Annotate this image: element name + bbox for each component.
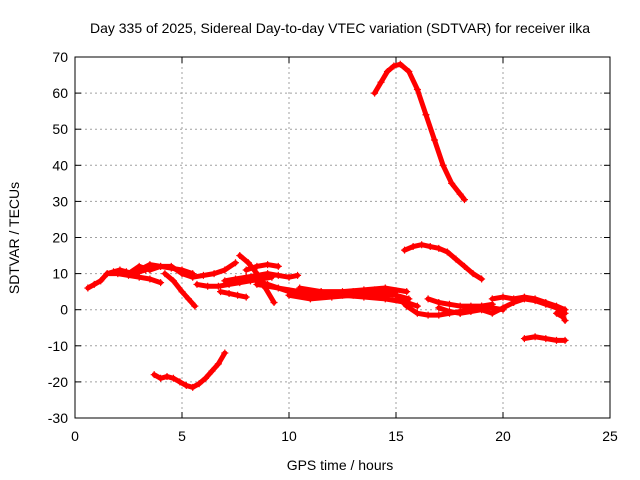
y-tick-label: 30 (52, 193, 68, 209)
series-segment (554, 303, 568, 313)
series-arc-10 (242, 261, 282, 274)
y-tick-label: 50 (52, 121, 68, 137)
data-point (191, 302, 199, 310)
grid (75, 57, 610, 418)
x-tick-label: 15 (388, 428, 404, 444)
series-segment (372, 290, 399, 298)
series-segment (307, 294, 335, 302)
series-segment (393, 292, 410, 309)
plot-border (74, 56, 611, 419)
data-point (242, 293, 250, 301)
series-segment (262, 285, 277, 305)
series-segment (318, 289, 345, 298)
series-arc-5 (161, 270, 199, 310)
series-segment (147, 276, 164, 286)
data-point (561, 317, 569, 325)
x-axis-label: GPS time / hours (287, 457, 394, 473)
data-point (274, 262, 282, 270)
y-tick-label: -30 (48, 410, 68, 426)
data-point (189, 270, 197, 278)
series-segment (286, 292, 313, 302)
series-segment (432, 137, 446, 168)
y-tick-label: 20 (52, 230, 68, 246)
series-arc-17 (401, 241, 486, 283)
series-segment (423, 112, 438, 143)
series-segment (340, 292, 367, 300)
series-arc-22 (520, 333, 569, 344)
series-segment (215, 350, 228, 367)
series-segment (254, 281, 281, 291)
y-tick-label: 0 (60, 302, 68, 318)
data-point (270, 298, 278, 306)
x-tick-label: 10 (281, 428, 297, 444)
series-arc-4 (135, 261, 197, 278)
data-point (221, 349, 229, 357)
axis-ticks: -30 -20 -10 0 10 20 30 40 50 60 70 0 5 10 15 20 25 (48, 49, 618, 444)
y-tick-label: -20 (48, 374, 68, 390)
x-tick-label: 25 (602, 428, 618, 444)
series-segment (457, 191, 467, 203)
series-segment (297, 285, 324, 295)
series-segment (470, 271, 485, 282)
series-segment (179, 267, 196, 277)
data-points (84, 60, 569, 391)
series-arc-23 (553, 309, 569, 325)
y-axis-label: SDTVAR / TECUs (6, 182, 22, 294)
data-point (294, 271, 302, 279)
series-arc-8 (221, 270, 302, 285)
x-tick-label: 20 (495, 428, 511, 444)
series-segment (361, 285, 388, 293)
data-point (460, 196, 468, 204)
series-arc-15 (371, 60, 468, 204)
chart-title: Day 335 of 2025, Sidereal Day-to-day VTE… (90, 20, 590, 36)
series-arc-14 (296, 284, 421, 310)
data-point (561, 336, 569, 344)
series-segment (275, 285, 303, 295)
x-tick-label: 0 (71, 428, 79, 444)
x-tick-label: 5 (178, 428, 186, 444)
y-tick-label: -10 (48, 338, 68, 354)
series-arc-24 (150, 349, 229, 391)
series-segment (382, 285, 410, 295)
y-tick-label: 70 (52, 49, 68, 65)
series-segment (414, 86, 429, 118)
y-tick-label: 60 (52, 85, 68, 101)
y-tick-label: 10 (52, 266, 68, 282)
data-point (157, 279, 165, 287)
data-point (413, 302, 421, 310)
data-point (403, 288, 411, 296)
y-tick-label: 40 (52, 157, 68, 173)
data-point (232, 259, 239, 267)
series-segment (440, 162, 455, 186)
series-segment (185, 296, 198, 309)
data-point (478, 275, 486, 283)
series-segment (404, 299, 420, 309)
series-segment (406, 68, 420, 92)
series-arc-7 (217, 288, 250, 301)
series-segment (340, 287, 367, 295)
series-segment (222, 260, 238, 273)
series-arc-21 (488, 293, 569, 314)
data-point (561, 306, 569, 314)
series-segment (361, 294, 388, 302)
